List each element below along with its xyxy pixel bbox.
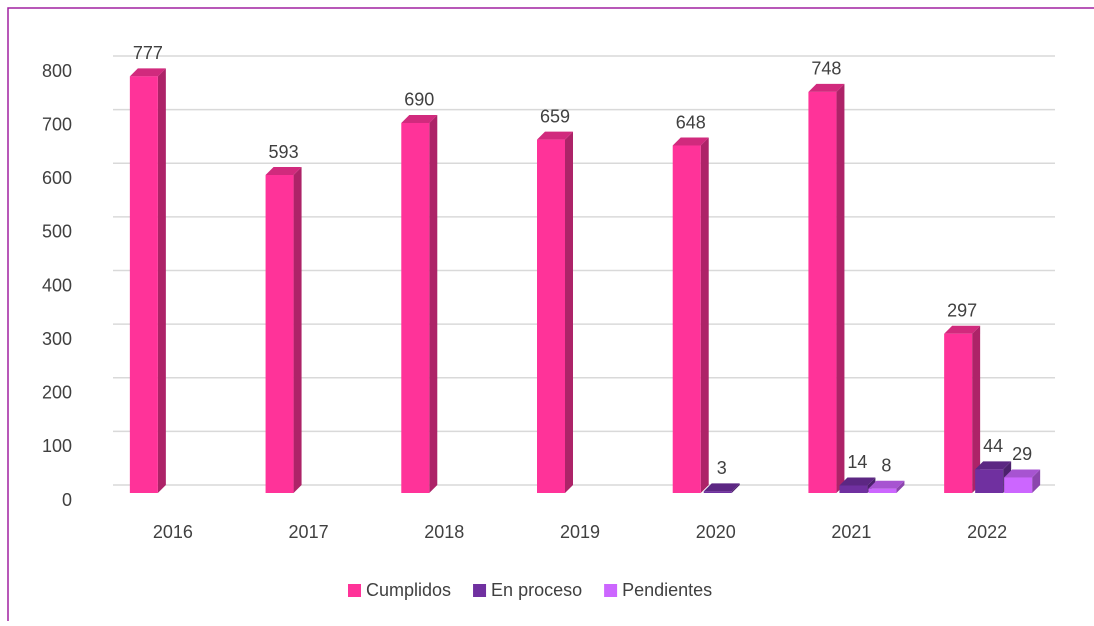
- y-tick-label: 500: [42, 222, 72, 242]
- bar: [129, 76, 158, 494]
- bar: [944, 333, 973, 493]
- data-label: 29: [1012, 444, 1032, 464]
- bar-side: [157, 68, 166, 494]
- bar-top: [401, 114, 438, 123]
- bar: [537, 139, 565, 493]
- bar-side: [1032, 469, 1041, 493]
- data-label: 593: [269, 142, 299, 162]
- legend-swatch: [473, 584, 487, 597]
- data-label: 3: [717, 458, 727, 478]
- bar-top: [868, 480, 905, 489]
- x-tick-label: 2019: [560, 522, 600, 542]
- data-label: 14: [847, 452, 867, 472]
- bar: [808, 91, 837, 493]
- bar: [1004, 477, 1033, 493]
- legend-label: Cumplidos: [366, 580, 451, 600]
- x-tick-label: 2020: [696, 522, 736, 542]
- bar-side: [293, 167, 302, 493]
- legend-label: Pendientes: [622, 580, 712, 600]
- legend-swatch: [604, 584, 618, 597]
- y-tick-label: 800: [42, 61, 72, 81]
- bar-top: [265, 167, 302, 176]
- y-tick-label: 0: [62, 490, 72, 510]
- bar-top: [703, 483, 740, 492]
- data-label: 648: [676, 112, 706, 132]
- bar-side: [565, 131, 573, 493]
- bar: [868, 488, 897, 493]
- legend-label: En proceso: [491, 580, 582, 600]
- bar-side: [700, 137, 709, 493]
- x-tick-label: 2017: [289, 522, 329, 542]
- y-tick-label: 700: [42, 114, 72, 134]
- y-tick-label: 600: [42, 168, 72, 188]
- bar-top: [839, 477, 876, 486]
- bar: [703, 491, 732, 493]
- data-label: 777: [133, 43, 163, 63]
- bar-side: [731, 483, 740, 493]
- bar-top: [537, 131, 573, 140]
- y-tick-label: 300: [42, 329, 72, 349]
- bar-top: [944, 325, 981, 334]
- bar: [975, 469, 1004, 493]
- data-label: 297: [947, 300, 977, 320]
- bar-side: [972, 325, 981, 493]
- bar-side: [836, 83, 845, 493]
- bar-side: [896, 480, 905, 493]
- x-tick-label: 2021: [831, 522, 871, 542]
- x-tick-label: 2022: [967, 522, 1007, 542]
- data-label: 44: [983, 436, 1003, 456]
- bar-side: [429, 114, 438, 494]
- x-tick-label: 2016: [153, 522, 193, 542]
- bar: [265, 175, 294, 493]
- frame: [7, 7, 1094, 621]
- bar: [839, 485, 868, 493]
- data-label: 690: [404, 90, 434, 110]
- data-label: 8: [881, 455, 891, 475]
- bar-top: [129, 68, 166, 77]
- bar-top: [808, 83, 845, 92]
- y-tick-label: 100: [42, 436, 72, 456]
- data-label: 748: [811, 59, 841, 79]
- legend-swatch: [348, 584, 361, 597]
- bar-top: [1004, 469, 1041, 478]
- x-tick-label: 2018: [424, 522, 464, 542]
- data-label: 659: [540, 106, 570, 126]
- bar: [401, 122, 430, 494]
- y-tick-label: 400: [42, 275, 72, 295]
- bar: [672, 145, 701, 493]
- y-tick-label: 200: [42, 383, 72, 403]
- bar-top: [672, 137, 709, 146]
- bar-top: [975, 461, 1012, 470]
